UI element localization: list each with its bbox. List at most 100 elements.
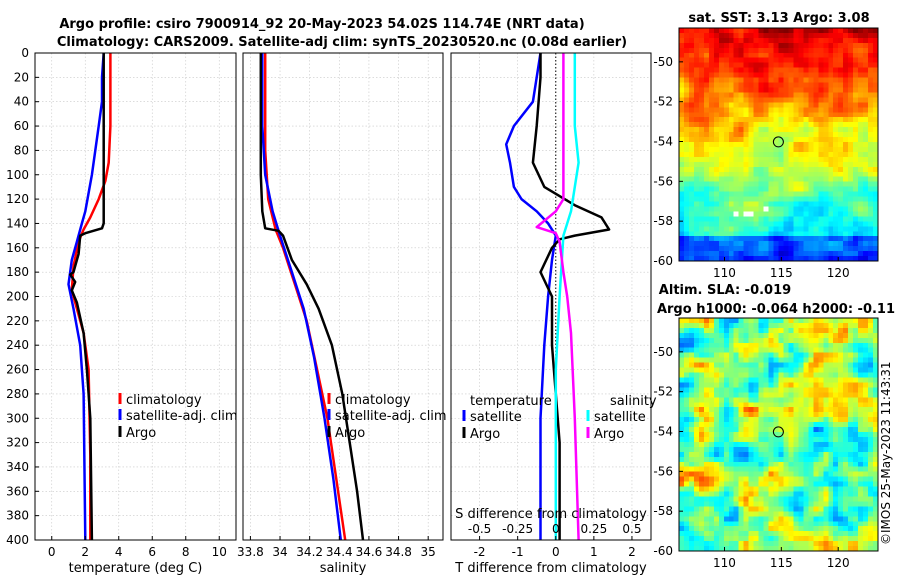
y-tick-label: 160 bbox=[6, 241, 29, 255]
legend-group-title: salinity bbox=[610, 394, 657, 409]
s-axis-title: S difference from climatology bbox=[455, 507, 647, 522]
x-tick-label: 110 bbox=[713, 556, 736, 570]
temperature-panel: 0 2 4 6 8 10 temperature (deg C) 0 20 40 60 80 100 12… bbox=[6, 46, 238, 576]
y-tick-label: 220 bbox=[6, 314, 29, 328]
x-tick-label: 115 bbox=[770, 556, 793, 570]
x-tick-label: 34.2 bbox=[296, 545, 323, 559]
difference-panel: -2 -1 0 1 2 T difference from climatology temp… bbox=[450, 52, 657, 576]
y-tick-label: -54 bbox=[653, 425, 673, 439]
y-tick-label: 20 bbox=[14, 70, 29, 84]
map-frame bbox=[678, 317, 879, 552]
x-tick-label: 115 bbox=[770, 266, 793, 280]
x-tick-label: 110 bbox=[713, 266, 736, 280]
x-tick-label: 2 bbox=[81, 545, 89, 559]
title-line-1: Argo profile: csiro 7900914_92 20-May-20… bbox=[59, 17, 584, 32]
s-tick-label: -0.5 bbox=[468, 522, 491, 536]
x-tick-label: 0 bbox=[552, 545, 560, 559]
y-tick-label: 140 bbox=[6, 216, 29, 230]
y-tick-label: 400 bbox=[6, 533, 29, 547]
y-tick-label: -60 bbox=[653, 544, 673, 558]
series-line-temperature-argo bbox=[531, 53, 611, 540]
y-tick-label: -60 bbox=[653, 254, 673, 268]
x-axis-label: salinity bbox=[320, 561, 367, 576]
x-tick-label: 2 bbox=[628, 545, 636, 559]
y-tick-label: 100 bbox=[6, 168, 29, 182]
y-tick-label: 320 bbox=[6, 436, 29, 450]
y-tick-label: 180 bbox=[6, 265, 29, 279]
legend-label: Argo bbox=[470, 427, 500, 442]
sla-map-title: Altim. SLA: -0.019 bbox=[659, 283, 791, 298]
x-tick-label: -1 bbox=[512, 545, 524, 559]
map-heatmap-image bbox=[679, 28, 878, 261]
argo-location-marker bbox=[772, 426, 784, 438]
x-tick-label: 1 bbox=[590, 545, 598, 559]
s-tick-label: 0.25 bbox=[580, 522, 607, 536]
plot-frame bbox=[242, 52, 444, 541]
y-tick-label: -58 bbox=[653, 504, 673, 518]
y-tick-label: 340 bbox=[6, 460, 29, 474]
s-tick-label: 0 bbox=[552, 522, 560, 536]
legend-label: climatology bbox=[126, 393, 202, 408]
y-tick-label: 380 bbox=[6, 509, 29, 523]
sst-map-title: sat. SST: 3.13 Argo: 3.08 bbox=[688, 11, 869, 26]
y-tick-label: -50 bbox=[653, 345, 673, 359]
x-tick-label: 8 bbox=[182, 545, 190, 559]
y-tick-label: 120 bbox=[6, 192, 29, 206]
argo-location-marker bbox=[772, 136, 784, 148]
y-tick-label: 200 bbox=[6, 290, 29, 304]
y-tick-label: 40 bbox=[14, 95, 29, 109]
legend-label: Argo bbox=[594, 427, 624, 442]
s-tick-label: 0.5 bbox=[622, 522, 641, 536]
plot-background bbox=[35, 53, 236, 540]
map-frame bbox=[678, 27, 879, 262]
series-line-satellite-adj-clim bbox=[261, 53, 343, 541]
y-tick-label: -56 bbox=[653, 464, 673, 478]
x-tick-label: 34.8 bbox=[385, 545, 412, 559]
legend-label: satellite-adj. clim bbox=[335, 409, 447, 424]
x-tick-label: 35 bbox=[421, 545, 436, 559]
series-line-temperature-satellite bbox=[504, 52, 558, 540]
x-tick-label: 120 bbox=[827, 556, 850, 570]
x-axis-label: temperature (deg C) bbox=[69, 561, 203, 576]
series-line-salinity-argo bbox=[535, 53, 580, 541]
map-heatmap-image bbox=[679, 318, 878, 551]
x-tick-label: 0 bbox=[48, 545, 56, 559]
x-tick-label: 4 bbox=[115, 545, 123, 559]
x-tick-label: 10 bbox=[212, 545, 227, 559]
y-tick-label: 80 bbox=[14, 143, 29, 157]
y-tick-label: 300 bbox=[6, 411, 29, 425]
legend-label: satellite-adj. clim bbox=[126, 409, 238, 424]
x-tick-label: 34 bbox=[272, 545, 287, 559]
y-tick-label: -52 bbox=[653, 95, 673, 109]
legend-label: Argo bbox=[335, 426, 365, 441]
y-tick-label: 280 bbox=[6, 387, 29, 401]
y-tick-label: -50 bbox=[653, 55, 673, 69]
y-tick-label: 260 bbox=[6, 363, 29, 377]
timestamp-vertical: ©IMOS 25-May-2023 11:43:31 bbox=[879, 361, 893, 545]
series-line-satellite-adj-clim bbox=[67, 52, 105, 541]
y-tick-label: 360 bbox=[6, 484, 29, 498]
y-tick-label: -52 bbox=[653, 385, 673, 399]
x-axis-label: T difference from climatology bbox=[454, 561, 647, 576]
series-line-salinity-satellite bbox=[554, 53, 580, 540]
legend-label: satellite bbox=[594, 410, 646, 425]
x-tick-label: -2 bbox=[474, 545, 486, 559]
s-tick-label: -0.25 bbox=[502, 522, 533, 536]
x-tick-label: 120 bbox=[827, 266, 850, 280]
legend-label: climatology bbox=[335, 393, 411, 408]
legend-label: Argo bbox=[126, 426, 156, 441]
y-tick-label: -58 bbox=[653, 214, 673, 228]
sla-map-subtitle: Argo h1000: -0.064 h2000: -0.11 bbox=[657, 302, 895, 317]
legend-group-title: temperature bbox=[470, 394, 552, 409]
y-tick-label: -56 bbox=[653, 174, 673, 188]
y-tick-label: 240 bbox=[6, 338, 29, 352]
y-tick-label: 0 bbox=[21, 46, 29, 60]
y-tick-label: -54 bbox=[653, 135, 673, 149]
legend-label: satellite bbox=[470, 410, 522, 425]
series-line-argo bbox=[259, 53, 365, 541]
sla-map: 110 115 120 -60 -58 -56 -54 -52 -50 Altim. SLA: -… bbox=[653, 283, 895, 570]
series-line-argo bbox=[68, 53, 105, 541]
y-tick-label: 60 bbox=[14, 119, 29, 133]
x-tick-label: 34.6 bbox=[356, 545, 383, 559]
x-tick-label: 34.4 bbox=[326, 545, 353, 559]
